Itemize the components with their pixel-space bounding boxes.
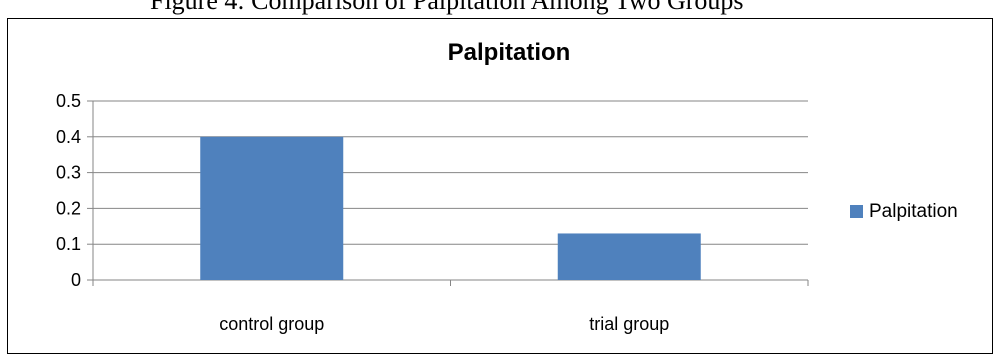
x-category-label: control group <box>219 314 324 334</box>
bar-control-group <box>200 136 344 280</box>
bar-trial-group <box>557 233 701 280</box>
chart-title: Palpitation <box>448 39 571 66</box>
legend-label: Palpitation <box>869 201 958 222</box>
legend-swatch <box>850 205 863 218</box>
x-category-label: trial group <box>589 314 669 334</box>
chart-frame <box>7 18 993 354</box>
bars <box>200 136 701 280</box>
y-tick-label: 0.2 <box>56 198 81 218</box>
figure-caption-fragment: Figure 4: Comparison of Palpitation Amon… <box>150 0 744 15</box>
y-tick-label: 0.3 <box>56 163 81 183</box>
y-tick-label: 0.5 <box>56 91 81 111</box>
y-tick-label: 0.1 <box>56 234 81 254</box>
x-axis: control group trial group <box>92 279 809 334</box>
y-tick-label: 0 <box>71 270 81 290</box>
y-tick-label: 0.4 <box>56 127 81 147</box>
legend: Palpitation <box>850 201 958 222</box>
y-axis: 0 0.1 0.2 0.3 0.4 0.5 <box>56 91 94 290</box>
